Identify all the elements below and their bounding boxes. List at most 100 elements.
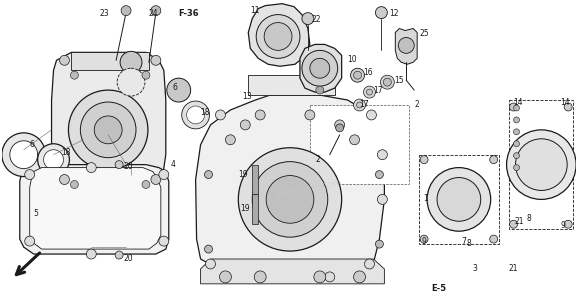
Circle shape <box>516 139 567 190</box>
Circle shape <box>25 170 35 180</box>
Text: 22: 22 <box>312 15 321 24</box>
Text: 12: 12 <box>390 9 399 18</box>
Circle shape <box>354 271 365 283</box>
Circle shape <box>142 181 150 189</box>
Text: 20: 20 <box>123 254 133 263</box>
Circle shape <box>71 71 79 79</box>
Circle shape <box>510 103 517 111</box>
Circle shape <box>2 133 46 176</box>
Text: 19: 19 <box>238 170 248 178</box>
Text: 19: 19 <box>240 204 250 213</box>
Circle shape <box>350 135 360 145</box>
Circle shape <box>266 176 314 223</box>
Circle shape <box>513 129 520 135</box>
Circle shape <box>513 117 520 123</box>
Text: 9: 9 <box>421 237 426 246</box>
Circle shape <box>71 181 79 189</box>
Circle shape <box>216 110 225 120</box>
Circle shape <box>513 165 520 170</box>
Text: 8: 8 <box>467 239 472 248</box>
Circle shape <box>376 7 387 19</box>
Circle shape <box>68 90 148 170</box>
Circle shape <box>167 78 191 102</box>
Circle shape <box>117 68 145 96</box>
Circle shape <box>10 141 38 169</box>
Circle shape <box>383 78 391 86</box>
Circle shape <box>205 170 213 178</box>
Circle shape <box>310 58 329 78</box>
Circle shape <box>302 13 314 25</box>
Text: 18: 18 <box>201 108 210 117</box>
Circle shape <box>151 55 161 65</box>
Circle shape <box>142 71 150 79</box>
Circle shape <box>398 38 414 53</box>
Text: F-36: F-36 <box>179 9 199 18</box>
Circle shape <box>376 240 383 248</box>
Bar <box>310 105 409 184</box>
Text: 25: 25 <box>419 28 429 38</box>
Circle shape <box>121 6 131 16</box>
Circle shape <box>206 259 216 269</box>
Circle shape <box>151 175 161 184</box>
Circle shape <box>305 110 315 120</box>
Polygon shape <box>195 95 384 274</box>
Circle shape <box>120 52 142 73</box>
Circle shape <box>238 148 342 251</box>
Circle shape <box>151 6 161 16</box>
Circle shape <box>365 259 375 269</box>
Text: 4: 4 <box>171 160 176 169</box>
Circle shape <box>357 102 362 108</box>
Polygon shape <box>201 259 384 284</box>
Circle shape <box>564 220 572 228</box>
Circle shape <box>354 99 365 111</box>
Text: 24: 24 <box>149 9 158 18</box>
Text: 17: 17 <box>373 86 383 95</box>
Circle shape <box>380 75 394 89</box>
Circle shape <box>513 141 520 147</box>
Text: 6: 6 <box>173 83 177 92</box>
Circle shape <box>302 50 338 86</box>
Polygon shape <box>395 28 417 64</box>
Circle shape <box>366 110 376 120</box>
Text: 9: 9 <box>560 221 565 230</box>
Circle shape <box>316 86 324 94</box>
Circle shape <box>314 271 326 283</box>
Circle shape <box>181 101 209 129</box>
Circle shape <box>255 110 265 120</box>
Text: 5: 5 <box>34 209 39 218</box>
Polygon shape <box>51 52 166 189</box>
Text: 17: 17 <box>360 100 369 109</box>
Circle shape <box>256 15 300 58</box>
Bar <box>419 155 499 244</box>
Text: 1: 1 <box>423 194 428 203</box>
Text: 2: 2 <box>414 100 419 109</box>
Bar <box>252 194 258 224</box>
Circle shape <box>187 106 205 124</box>
Circle shape <box>86 249 97 259</box>
Circle shape <box>335 120 344 130</box>
Circle shape <box>205 245 213 253</box>
Bar <box>252 165 258 194</box>
Circle shape <box>255 272 265 282</box>
Circle shape <box>254 271 266 283</box>
Polygon shape <box>300 44 342 92</box>
Circle shape <box>115 251 123 259</box>
Circle shape <box>86 163 97 173</box>
Circle shape <box>354 71 361 79</box>
Circle shape <box>115 161 123 169</box>
Circle shape <box>225 135 235 145</box>
Text: 21: 21 <box>514 217 524 226</box>
Circle shape <box>376 170 383 178</box>
Text: 11: 11 <box>250 6 260 15</box>
Circle shape <box>420 156 428 164</box>
Circle shape <box>513 153 520 159</box>
Circle shape <box>336 124 344 132</box>
Text: 18: 18 <box>61 148 71 157</box>
Circle shape <box>38 144 69 176</box>
Text: 16: 16 <box>364 68 373 77</box>
Circle shape <box>420 235 428 243</box>
Text: 8: 8 <box>527 214 531 223</box>
Circle shape <box>80 102 136 158</box>
Circle shape <box>252 162 328 237</box>
Circle shape <box>377 150 387 160</box>
